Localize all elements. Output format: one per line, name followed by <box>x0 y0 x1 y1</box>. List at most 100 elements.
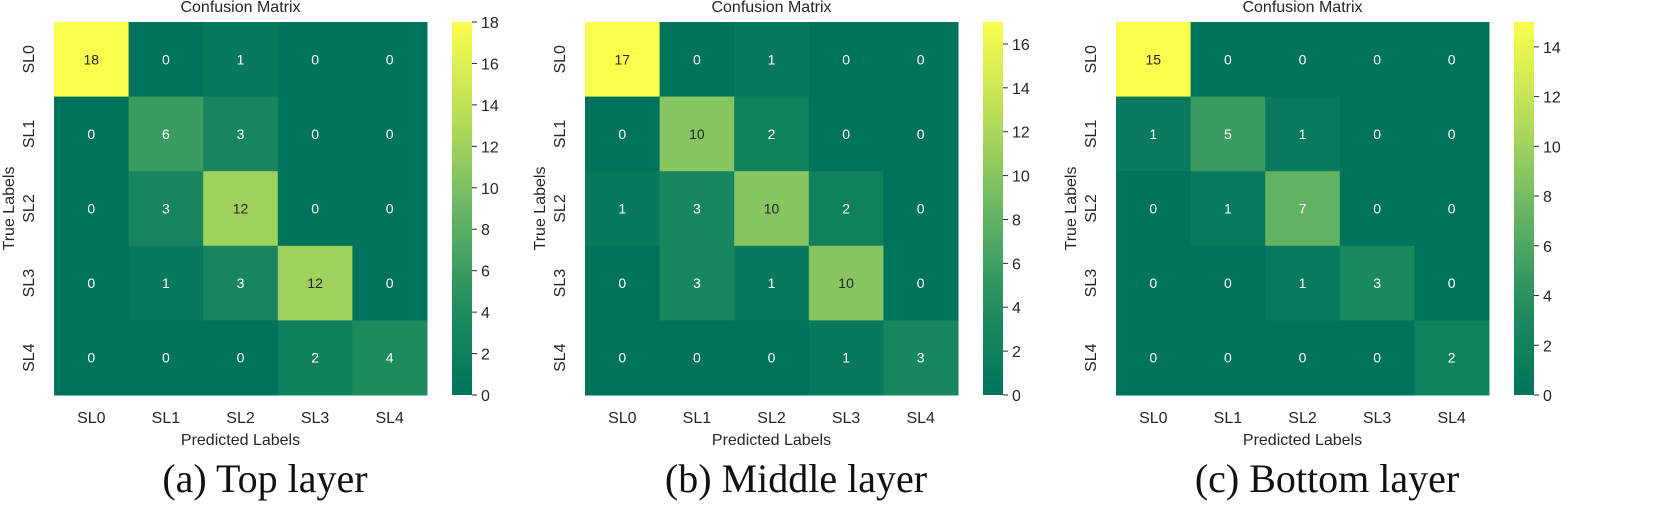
y-tick-label: SL2 <box>1083 194 1100 223</box>
heatmap-cell <box>203 22 279 98</box>
heatmap-cell <box>1116 22 1192 98</box>
heatmap-cell <box>734 22 810 98</box>
cell-value-label: 0 <box>917 201 925 217</box>
heatmap-grid: 17 0 1 0 00 10 2 0 01 3 10 2 00 3 1 10 00 0 0 1 3 <box>585 22 959 396</box>
cell-value-label: 0 <box>311 201 319 217</box>
colorbar-tick-label: 4 <box>481 305 490 322</box>
heatmap-cell <box>734 171 810 247</box>
cell-value-label: 1 <box>768 275 776 291</box>
y-tick-label: SL4 <box>21 343 38 372</box>
cell-value-label: 0 <box>311 126 319 142</box>
heatmap-cell <box>1339 22 1415 98</box>
cell-value-label: 1 <box>1149 126 1157 142</box>
heatmap-cell <box>1414 320 1490 396</box>
chart-title: Confusion Matrix <box>711 0 831 16</box>
heatmap-cell <box>352 22 428 98</box>
panel-bottom-layer: 15 0 0 0 0 1 5 1 0 0 0 1 7 0 0 0 0 1 3 0 0 0 0 0 2 Confusion Matr… <box>1062 0 1592 527</box>
heatmap-cell <box>1339 171 1415 247</box>
cell-value-label: 0 <box>693 51 701 67</box>
colorbar-tick-label: 0 <box>481 388 490 405</box>
heatmap-cell <box>1265 22 1341 98</box>
y-axis-label: True Labels <box>1063 167 1080 251</box>
colorbar-tick-label: 6 <box>481 264 490 281</box>
caption-top: (a) Top layer <box>162 456 368 501</box>
heatmap-cell <box>1190 245 1266 321</box>
x-tick-label: SL0 <box>77 410 106 427</box>
heatmap-cell <box>128 22 204 98</box>
chart-title: Confusion Matrix <box>1242 0 1362 16</box>
cell-value-label: 12 <box>233 201 249 217</box>
y-tick-label: SL1 <box>21 120 38 149</box>
cell-value-label: 0 <box>1224 51 1232 67</box>
cell-value-label: 1 <box>842 350 850 366</box>
heatmap-cell <box>1116 245 1192 321</box>
heatmap-cell <box>1414 171 1490 247</box>
cell-value-label: 0 <box>842 126 850 142</box>
heatmap-cell <box>277 171 353 247</box>
colorbar-tick-label: 12 <box>1543 90 1561 107</box>
y-axis-label: True Labels <box>532 167 549 251</box>
cell-value-label: 0 <box>311 51 319 67</box>
heatmap-cell <box>734 245 810 321</box>
y-tick-label: SL1 <box>552 120 569 149</box>
colorbar <box>983 22 1003 395</box>
cell-value-label: 0 <box>1448 201 1456 217</box>
cell-value-label: 0 <box>87 126 95 142</box>
cell-value-label: 15 <box>1146 51 1162 67</box>
heatmap-cell <box>1265 96 1341 172</box>
heatmap-cell <box>883 245 959 321</box>
cell-value-label: 0 <box>1448 126 1456 142</box>
heatmap-cell <box>277 96 353 172</box>
heatmap-cell <box>659 96 735 172</box>
colorbar-tick-label: 12 <box>481 139 499 156</box>
heatmap-cell <box>1414 245 1490 321</box>
heatmap-cell <box>585 245 661 321</box>
cell-value-label: 0 <box>1373 126 1381 142</box>
heatmap-cell <box>659 22 735 98</box>
heatmap-cell <box>883 96 959 172</box>
heatmap-cell <box>203 245 279 321</box>
x-tick-label: SL4 <box>375 410 404 427</box>
heatmap-cell <box>1339 320 1415 396</box>
cell-value-label: 1 <box>768 51 776 67</box>
heatmap-cell <box>734 320 810 396</box>
heatmap-cell <box>585 96 661 172</box>
cell-value-label: 0 <box>162 350 170 366</box>
cell-value-label: 1 <box>1224 201 1232 217</box>
heatmap-cell <box>883 320 959 396</box>
cell-value-label: 0 <box>1448 275 1456 291</box>
colorbar-tick-label: 8 <box>481 222 490 239</box>
heatmap-cell <box>1116 320 1192 396</box>
heatmap-cell <box>883 171 959 247</box>
cell-value-label: 0 <box>1373 51 1381 67</box>
heatmap-cell <box>1265 320 1341 396</box>
heatmap-cell <box>808 171 884 247</box>
cell-value-label: 0 <box>917 126 925 142</box>
cell-value-label: 0 <box>87 350 95 366</box>
cell-value-label: 7 <box>1299 201 1307 217</box>
cell-value-label: 0 <box>1224 275 1232 291</box>
cell-value-label: 17 <box>615 51 631 67</box>
colorbar-tick-label: 10 <box>481 181 499 198</box>
cell-value-label: 0 <box>917 51 925 67</box>
heatmap-cell <box>808 245 884 321</box>
y-tick-label: SL4 <box>552 343 569 372</box>
colorbar-tick-label: 0 <box>1543 388 1552 405</box>
heatmap-cell <box>1339 96 1415 172</box>
heatmap-cell <box>585 22 661 98</box>
cell-value-label: 12 <box>307 275 323 291</box>
cell-value-label: 0 <box>1149 275 1157 291</box>
colorbar-tick-label: 16 <box>481 56 499 73</box>
cell-value-label: 0 <box>842 51 850 67</box>
cell-value-label: 0 <box>386 275 394 291</box>
cell-value-label: 1 <box>1299 126 1307 142</box>
colorbar-tick-label: 6 <box>1543 239 1552 256</box>
colorbar-tick-label: 8 <box>1012 212 1021 229</box>
heatmap-cell <box>1116 96 1192 172</box>
cell-value-label: 3 <box>237 126 245 142</box>
x-tick-label: SL3 <box>832 410 861 427</box>
cell-value-label: 3 <box>162 201 170 217</box>
heatmap-cell <box>659 171 735 247</box>
cell-value-label: 2 <box>1448 350 1456 366</box>
